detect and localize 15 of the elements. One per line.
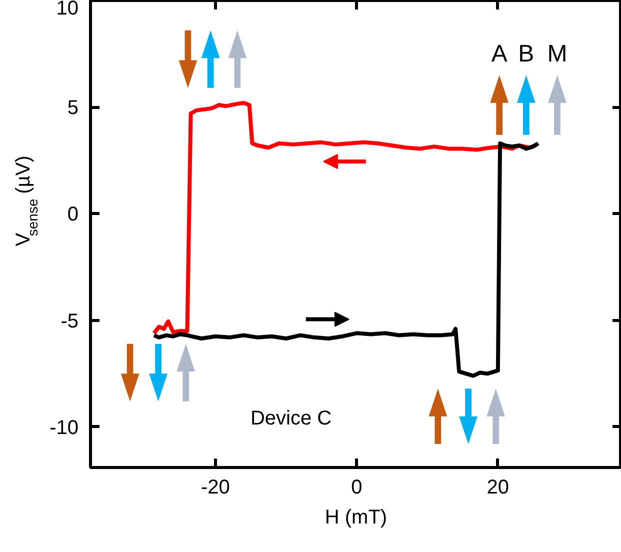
annotation: M [547,40,568,68]
x-tick-label: -20 [201,476,230,498]
y-axis-title: Vsense (µV) [12,156,40,246]
y-tick-label: -10 [50,416,78,439]
x-tick-label: 0 [351,476,362,498]
annotation: A [491,40,508,68]
line-series [152,141,540,378]
x-tick-label: 20 [486,476,510,498]
y-tick-label: 5 [67,97,78,120]
y-tick-label: -5 [60,310,79,332]
annotation: B [518,40,534,68]
y-tick-label: 0 [67,204,78,226]
x-axis-title: H (mT) [324,506,388,528]
y-tick-label: 10 [56,0,79,20]
annotation: Device C [250,407,332,430]
